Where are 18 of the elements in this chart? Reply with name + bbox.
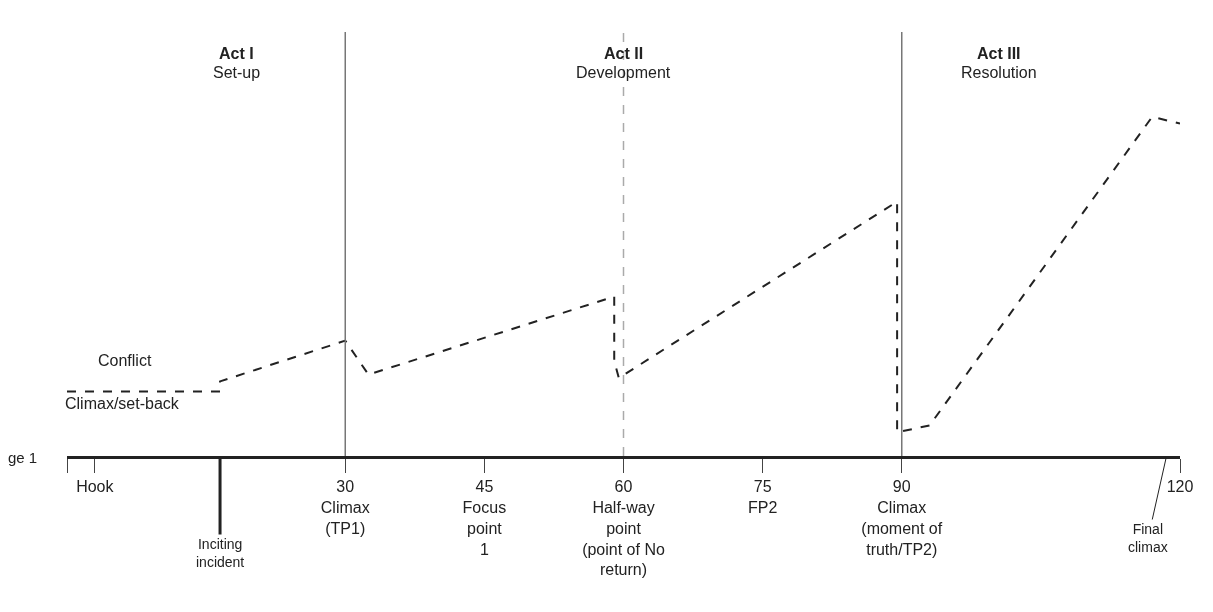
text: Act III (977, 45, 1021, 62)
annotation: Climax/set-back (65, 395, 180, 412)
x-tick-label: 120 (1166, 478, 1194, 496)
text: Final climax (1128, 521, 1168, 556)
text: Act I (219, 45, 254, 62)
text: Set-up (213, 64, 261, 81)
annotation: Conflict (98, 352, 152, 369)
x-tick-label: Hook (76, 478, 115, 496)
x-tick-label: 90 Climax (moment of truth/TP2) (861, 478, 943, 558)
x-tick-label: 45 Focus point 1 (462, 478, 507, 558)
text: ge 1 (8, 449, 38, 466)
text: Act II (604, 45, 644, 62)
text: Development (576, 64, 671, 81)
x-tick-label: 30 Climax (TP1) (320, 478, 370, 537)
x-tick-label: 75 FP2 (747, 478, 778, 516)
x-tick-label: 60 Half-way point (point of No return) (582, 478, 665, 579)
text: Resolution (961, 64, 1037, 81)
annotation: Inciting incident (196, 536, 245, 571)
